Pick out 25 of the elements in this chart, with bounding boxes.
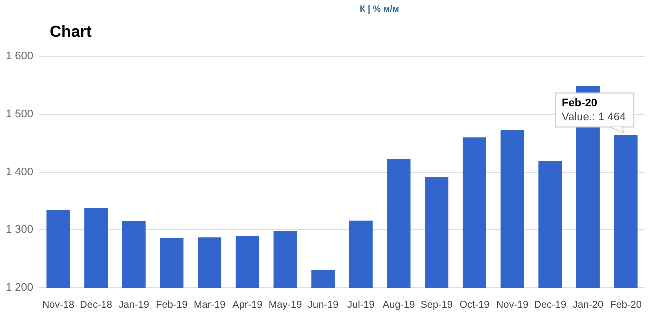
chart-title: Chart bbox=[50, 24, 92, 42]
x-tick-label: Jul-19 bbox=[348, 300, 376, 311]
x-tick-label: Nov-18 bbox=[42, 300, 75, 311]
x-tick-label: Dec-18 bbox=[80, 300, 113, 311]
y-tick-label: 1 400 bbox=[6, 166, 34, 178]
x-tick-label: Aug-19 bbox=[382, 300, 416, 311]
x-tick-label: Jan-19 bbox=[118, 300, 150, 311]
text: К | % м/м bbox=[360, 4, 400, 14]
x-tick-label: Feb-19 bbox=[156, 300, 188, 311]
annotation: Feb-20 bbox=[562, 97, 598, 110]
x-tick-label: Jun-19 bbox=[308, 300, 340, 311]
x-tick-label: Mar-19 bbox=[194, 300, 226, 311]
x-tick-label: Feb-20 bbox=[610, 300, 642, 311]
x-tick-label: Apr-19 bbox=[232, 300, 264, 311]
x-tick-label: Nov-19 bbox=[496, 300, 530, 311]
y-tick-label: 1 300 bbox=[6, 224, 34, 236]
y-tick-label: 1 200 bbox=[6, 282, 34, 294]
y-tick-label: 1 500 bbox=[6, 108, 34, 120]
x-tick-label: Sep-19 bbox=[420, 300, 454, 311]
y-tick-label: 1 600 bbox=[6, 50, 34, 63]
x-tick-label: Jan-20 bbox=[572, 300, 604, 311]
x-tick-label: May-19 bbox=[268, 300, 303, 311]
x-tick-label: Dec-19 bbox=[534, 300, 567, 311]
x-tick-label: Oct-19 bbox=[460, 300, 490, 311]
annotation: Value.: 1 464 bbox=[562, 111, 626, 124]
